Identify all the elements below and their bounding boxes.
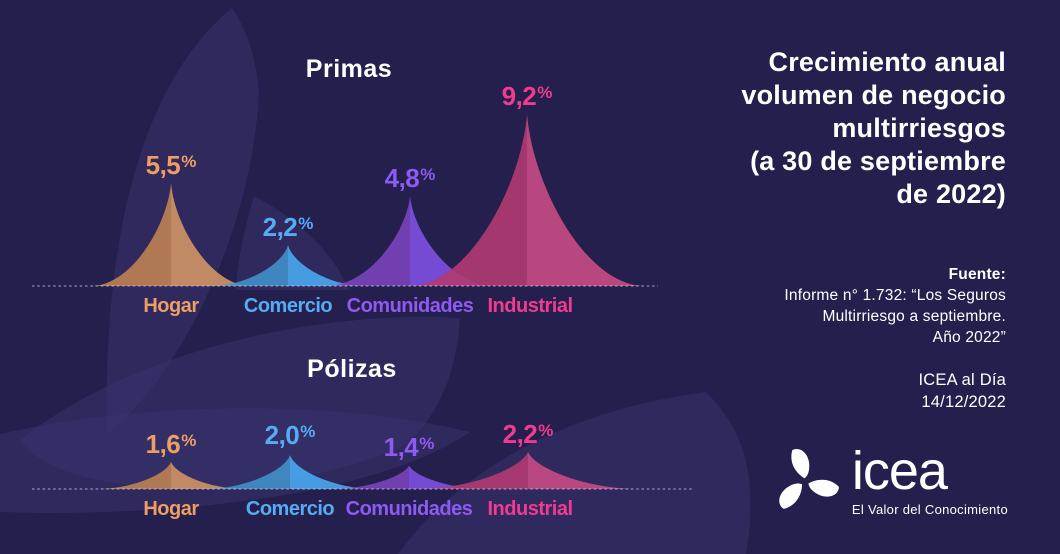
source-label: Fuente: xyxy=(948,266,1006,283)
value-label-polizas-industrial: 2,2% xyxy=(503,419,554,449)
value-label-polizas-comunidades: 1,4% xyxy=(384,432,435,462)
title-line-4: (a 30 de septiembre xyxy=(750,146,1006,176)
peak-polizas-comunidades-left xyxy=(331,465,409,489)
percent-sign: % xyxy=(419,434,434,453)
peak-polizas-comunidades-right xyxy=(409,465,487,489)
peak-polizas-hogar-right xyxy=(171,461,245,489)
category-label-primas-comunidades: Comunidades xyxy=(347,295,474,317)
peak-primas-comunidades-left xyxy=(326,196,410,286)
value-text: 2,0 xyxy=(265,420,300,450)
value-text: 4,8 xyxy=(385,163,420,193)
title-line-1: Crecimiento anual xyxy=(768,47,1006,77)
polizas-title: Pólizas xyxy=(307,355,397,383)
source-line-3: Año 2022” xyxy=(932,329,1006,346)
peak-primas-hogar-left xyxy=(91,183,171,286)
icea-tagline: El Valor del Conocimiento xyxy=(851,502,1008,517)
decorative-petal-bottom-left xyxy=(0,408,470,513)
peak-primas-comercio-right xyxy=(288,244,366,286)
value-text: 1,4 xyxy=(384,432,420,462)
percent-sign: % xyxy=(420,165,435,184)
value-label-polizas-hogar: 1,6% xyxy=(146,429,197,459)
percent-sign: % xyxy=(181,431,196,450)
peak-polizas-industrial-right xyxy=(528,451,640,489)
category-label-polizas-comunidades: Comunidades xyxy=(346,498,473,520)
logo-petal xyxy=(791,449,810,479)
peak-primas-industrial-right xyxy=(527,114,645,286)
value-label-polizas-comercio: 2,0% xyxy=(265,420,316,450)
source-line-2: Multirriesgo a septiembre. xyxy=(822,308,1006,325)
peak-primas-comunidades-right xyxy=(410,196,494,286)
icea-logo-mark-icon xyxy=(779,449,839,509)
value-text: 2,2 xyxy=(263,212,298,242)
primas-title: Primas xyxy=(306,55,392,83)
title-line-3: multirriesgos xyxy=(832,113,1006,143)
percent-sign: % xyxy=(537,83,552,102)
peak-primas-comercio-left xyxy=(210,244,288,286)
page-title: Crecimiento anual volumen de negocio mul… xyxy=(586,46,1006,211)
publication-block: ICEA al Día 14/12/2022 xyxy=(586,369,1006,413)
percent-sign: % xyxy=(181,152,196,171)
peak-polizas-comercio-right xyxy=(290,455,376,489)
source-line-1: Informe n° 1.732: “Los Seguros xyxy=(784,287,1006,304)
value-label-primas-industrial: 9,2% xyxy=(502,81,553,111)
decorative-petal-tall-left xyxy=(106,8,259,434)
primas-peaks xyxy=(91,114,645,286)
decorative-petal-comercio-shadow xyxy=(236,196,349,290)
peak-polizas-comercio-left xyxy=(204,455,290,489)
logo-petal xyxy=(779,483,802,509)
value-label-primas-hogar: 5,5% xyxy=(146,150,197,180)
peak-polizas-industrial-left xyxy=(416,451,528,489)
peak-primas-industrial-left xyxy=(409,114,527,286)
value-text: 9,2 xyxy=(502,81,537,111)
percent-sign: % xyxy=(298,214,313,233)
peak-primas-hogar-right xyxy=(171,183,251,286)
source-block: Fuente: Informe n° 1.732: “Los Seguros M… xyxy=(586,264,1006,413)
category-label-primas-comercio: Comercio xyxy=(244,295,333,317)
icea-logo: icea El Valor del Conocimiento xyxy=(768,442,1008,522)
percent-sign: % xyxy=(538,421,553,440)
percent-sign: % xyxy=(300,422,315,441)
polizas-peaks xyxy=(97,451,640,489)
category-label-polizas-comercio: Comercio xyxy=(246,498,335,520)
logo-petal xyxy=(808,479,839,497)
peak-polizas-hogar-left xyxy=(97,461,171,489)
value-label-primas-comunidades: 4,8% xyxy=(385,163,436,193)
category-label-primas-industrial: Industrial xyxy=(487,295,572,317)
decorative-petal-bottom-center xyxy=(398,392,751,554)
category-label-primas-hogar: Hogar xyxy=(143,295,199,317)
value-text: 1,6 xyxy=(146,429,181,459)
category-label-polizas-hogar: Hogar xyxy=(143,498,199,520)
logo-text: icea El Valor del Conocimiento xyxy=(852,442,1008,517)
publication-name: ICEA al Día xyxy=(918,371,1006,389)
title-line-5: de 2022) xyxy=(896,179,1006,209)
decorative-petals xyxy=(0,8,751,554)
value-text: 5,5 xyxy=(146,150,181,180)
value-label-primas-comercio: 2,2% xyxy=(263,212,314,242)
publication-date: 14/12/2022 xyxy=(921,393,1006,411)
icea-wordmark: icea xyxy=(851,441,948,501)
value-text: 2,2 xyxy=(503,419,538,449)
title-line-2: volumen de negocio xyxy=(741,80,1006,110)
category-label-polizas-industrial: Industrial xyxy=(487,498,572,520)
